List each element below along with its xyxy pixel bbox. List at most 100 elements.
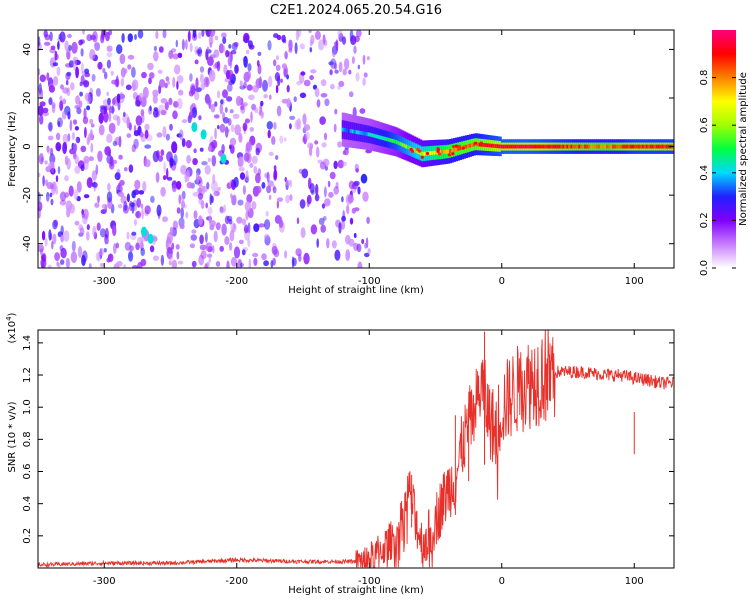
track-core <box>445 149 449 154</box>
noise-blob <box>221 32 227 38</box>
noise-blob <box>49 192 53 198</box>
noise-blob <box>267 75 273 88</box>
noise-blob <box>177 260 184 265</box>
track-core <box>538 144 542 149</box>
noise-blob <box>112 114 119 121</box>
noise-blob <box>100 263 104 267</box>
noise-blob <box>353 45 357 54</box>
track-core <box>385 137 389 142</box>
track-core <box>349 129 353 133</box>
track-hotspot <box>461 146 465 150</box>
noise-blob <box>347 194 354 204</box>
noise-blob <box>263 94 268 99</box>
track-core <box>612 144 616 149</box>
noise-blob <box>357 186 361 195</box>
track-core <box>468 143 472 148</box>
noise-blob <box>108 122 116 134</box>
y-tick-label: 0 <box>22 143 33 149</box>
noise-blob <box>52 62 59 67</box>
noise-blob <box>47 264 52 268</box>
noise-blob <box>61 110 67 120</box>
noise-blob <box>92 225 97 237</box>
track-core <box>522 144 526 149</box>
noise-blob <box>108 106 115 114</box>
track-core <box>524 144 528 149</box>
noise-blob <box>52 233 57 245</box>
track-core <box>433 150 437 155</box>
noise-blob <box>227 69 234 81</box>
noise-blob <box>94 183 98 189</box>
noise-blob <box>91 73 96 82</box>
noise-blob <box>296 30 302 38</box>
noise-blob <box>137 30 144 39</box>
noise-blob <box>144 123 150 131</box>
noise-blob <box>289 179 293 188</box>
noise-blob <box>254 107 259 114</box>
noise-blob <box>66 71 72 77</box>
noise-blob <box>246 84 253 91</box>
noise-blob <box>68 44 72 52</box>
noise-blob <box>213 49 220 58</box>
track-core <box>415 149 419 154</box>
noise-blob <box>205 202 208 209</box>
noise-blob <box>133 124 137 134</box>
noise-blob <box>56 66 61 77</box>
noise-blob <box>75 137 79 144</box>
track-core <box>536 144 540 149</box>
noise-blob <box>174 64 181 75</box>
track-core <box>369 132 373 137</box>
noise-blob <box>300 227 306 239</box>
track-core <box>514 144 518 149</box>
track-core <box>602 144 606 149</box>
noise-blob <box>189 110 193 116</box>
noise-blob <box>206 96 212 106</box>
track-core <box>532 144 536 149</box>
noise-blob <box>43 30 48 38</box>
noise-blob <box>348 91 354 98</box>
noise-blob <box>46 72 50 81</box>
noise-blob <box>106 133 113 143</box>
track-hotspot <box>436 148 441 152</box>
noise-blob <box>305 131 310 141</box>
noise-blob <box>59 95 63 102</box>
noise-blob <box>171 242 175 250</box>
noise-blob <box>216 60 221 72</box>
colorbar-tick-label: 0.2 <box>699 212 710 228</box>
noise-blob <box>185 140 192 149</box>
noise-blob <box>189 243 195 249</box>
noise-blob <box>173 160 176 166</box>
noise-blob <box>243 32 250 44</box>
track-core <box>500 144 504 149</box>
noise-blob <box>230 193 233 199</box>
noise-blob <box>238 132 243 143</box>
noise-blob <box>159 79 166 88</box>
noise-blob <box>57 121 61 127</box>
noise-blob <box>97 61 103 70</box>
noise-blob <box>166 247 173 259</box>
noise-blob <box>327 180 331 188</box>
noise-blob <box>179 223 185 230</box>
noise-blob <box>168 253 173 261</box>
track-core <box>457 146 461 151</box>
noise-blob <box>131 144 136 153</box>
noise-blob <box>38 88 44 100</box>
noise-blob <box>233 176 239 188</box>
noise-blob <box>153 45 157 52</box>
track-core <box>542 144 546 149</box>
track-core <box>397 140 401 145</box>
track-core <box>482 142 486 147</box>
noise-blob <box>140 237 146 242</box>
noise-blob <box>38 153 44 165</box>
track-core <box>639 144 643 149</box>
noise-blob <box>366 216 370 224</box>
colorbar-tick-label: 0.0 <box>699 260 710 276</box>
track-core <box>610 144 614 149</box>
track-core <box>627 144 631 149</box>
noise-blob <box>303 252 310 265</box>
noise-blob <box>340 220 346 230</box>
noise-blob <box>238 156 244 167</box>
noise-blob <box>52 156 56 163</box>
track-core <box>413 148 417 153</box>
noise-blob <box>331 240 337 249</box>
track-core <box>604 144 608 149</box>
